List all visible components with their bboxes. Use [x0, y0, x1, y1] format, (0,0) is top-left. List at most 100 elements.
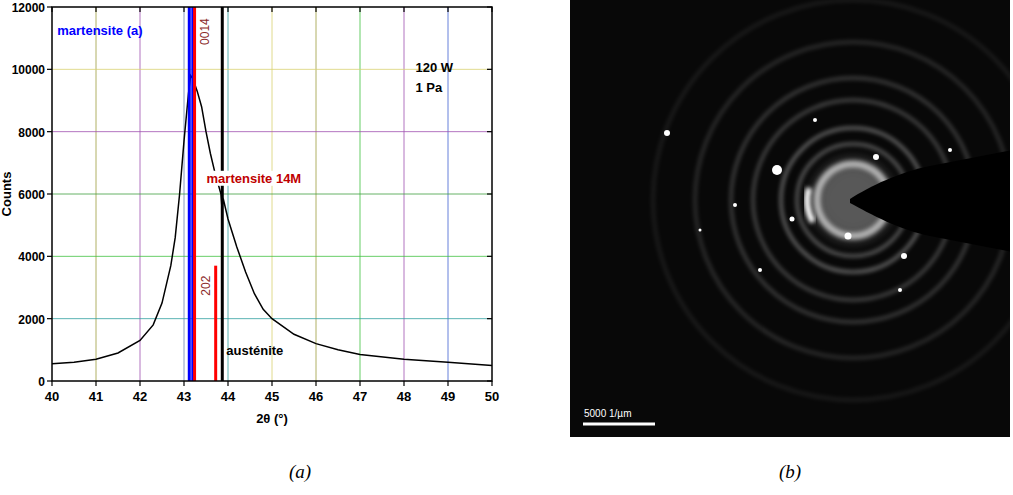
x-tick-top — [403, 7, 404, 12]
y-tick-right — [487, 69, 492, 70]
x-tick-label: 46 — [309, 389, 323, 404]
diffraction-spot — [733, 203, 737, 207]
diffraction-spot — [699, 229, 702, 232]
diffraction-spot — [845, 233, 852, 240]
y-tick — [47, 380, 52, 381]
x-tick-label: 49 — [441, 389, 455, 404]
reference-line — [214, 266, 217, 381]
y-tick-right — [487, 131, 492, 132]
diffraction-spot — [664, 130, 670, 136]
x-tick-top — [491, 7, 492, 12]
diffraction-spot — [790, 217, 795, 222]
x-tick — [403, 381, 404, 386]
x-tick-top — [271, 7, 272, 12]
y-tick — [47, 193, 52, 194]
peak-label: 0014 — [198, 18, 212, 45]
panel-label: (a) — [289, 461, 311, 483]
reference-line — [193, 7, 196, 381]
reference-line — [221, 7, 224, 381]
x-tick-top — [359, 7, 360, 12]
xrd-curve — [52, 76, 492, 366]
x-tick — [271, 381, 272, 386]
x-tick-label: 50 — [485, 389, 499, 404]
diffraction-spot — [948, 148, 952, 152]
y-tick-label: 6000 — [18, 188, 45, 202]
scale-bar — [583, 423, 655, 426]
y-tick-label: 10000 — [12, 63, 46, 77]
y-tick-right — [487, 256, 492, 257]
x-tick — [95, 381, 96, 386]
x-axis-title: 2θ (°) — [256, 411, 288, 426]
y-tick-right — [487, 193, 492, 194]
x-tick-top — [95, 7, 96, 12]
x-tick-label: 43 — [177, 389, 191, 404]
y-tick-label: 0 — [38, 375, 45, 389]
x-tick-label: 42 — [133, 389, 147, 404]
reference-line — [191, 7, 194, 381]
x-tick — [183, 381, 184, 386]
x-tick-top — [227, 7, 228, 12]
x-tick-top — [51, 7, 52, 12]
plot-data — [52, 7, 492, 381]
annotation: 1 Pa — [415, 80, 443, 95]
x-tick — [227, 381, 228, 386]
label-patch — [206, 171, 303, 186]
x-tick-top — [183, 7, 184, 12]
series-label: martensite (a) — [57, 23, 142, 38]
y-tick-label: 4000 — [18, 250, 45, 264]
diffraction-spot — [813, 118, 817, 122]
y-tick — [47, 6, 52, 7]
annotation: 120 W — [415, 60, 453, 75]
y-tick-right — [487, 318, 492, 319]
y-tick — [47, 318, 52, 319]
x-tick — [51, 381, 52, 386]
canvas: 40 41 42 43 44 45 46 47 48 49 50 0 2000 4000 6000 8000 1… — [0, 0, 1013, 495]
panel-a: 40 41 42 43 44 45 46 47 48 49 50 0 2000 4000 6000 8000 1… — [0, 1, 499, 426]
y-tick-right — [487, 6, 492, 7]
y-tick-label: 12000 — [12, 1, 46, 15]
x-tick-top — [315, 7, 316, 12]
grid-line-y — [52, 194, 492, 195]
y-tick-right — [487, 380, 492, 381]
label-patch — [198, 17, 212, 46]
diffraction-spot — [901, 253, 907, 259]
x-tick — [315, 381, 316, 386]
y-tick-label: 8000 — [18, 126, 45, 140]
x-tick-label: 45 — [265, 389, 279, 404]
label-patch — [199, 274, 213, 296]
diffraction-image — [570, 0, 1010, 437]
plot-frame — [52, 7, 492, 381]
panel-label: (b) — [779, 461, 801, 483]
x-tick-label: 47 — [353, 389, 367, 404]
series-label: martensite 14M — [207, 171, 302, 186]
panel-b: 5000 1/µm — [570, 0, 1013, 437]
bright-arc — [807, 188, 813, 222]
x-tick-top — [447, 7, 448, 12]
peak-label: 202 — [199, 275, 213, 295]
diffraction-spot — [758, 268, 762, 272]
diffraction-spot — [772, 165, 782, 175]
diffraction-ring — [653, 0, 1010, 400]
figure: 40 41 42 43 44 45 46 47 48 49 50 0 2000 4000 6000 8000 1… — [0, 0, 1013, 495]
diffraction-spot — [898, 288, 902, 292]
labels: martensite (a) martensite 14M 0014 202 austé… — [57, 17, 453, 358]
y-tick — [47, 256, 52, 257]
y-tick-label: 2000 — [18, 313, 45, 327]
x-tick-label: 48 — [397, 389, 411, 404]
y-axis-title: Counts — [0, 172, 14, 217]
beam-stopper — [850, 150, 1010, 252]
y-tick — [47, 69, 52, 70]
series-label: austénite — [226, 343, 283, 358]
x-tick-label: 41 — [89, 389, 103, 404]
y-tick — [47, 131, 52, 132]
diffraction-spot — [873, 154, 879, 160]
diffraction-ring — [695, 42, 1010, 358]
x-tick-top — [139, 7, 140, 12]
x-tick — [491, 381, 492, 386]
scale-bar-label: 5000 1/µm — [584, 408, 631, 419]
x-tick-label: 44 — [221, 389, 236, 404]
reference-line — [188, 7, 191, 381]
x-tick-label: 40 — [45, 389, 59, 404]
x-tick — [359, 381, 360, 386]
grid-line-y — [52, 256, 492, 257]
